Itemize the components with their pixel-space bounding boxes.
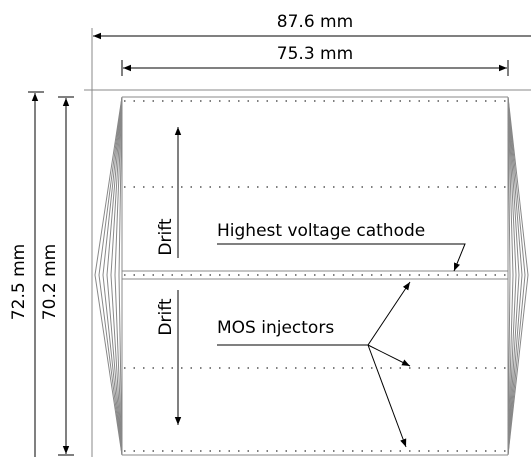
- callout-line: [367, 344, 411, 367]
- dimension-label: 70.2 mm: [40, 244, 60, 320]
- callout-label: Highest voltage cathode: [217, 221, 425, 241]
- dimension-label: 87.6 mm: [277, 12, 353, 32]
- dimension-label: 72.5 mm: [9, 244, 29, 320]
- dimension-label: 75.3 mm: [277, 44, 353, 64]
- drift-label: Drift: [156, 298, 176, 335]
- callout-line: [217, 243, 466, 272]
- callout-label: MOS injectors: [217, 318, 334, 338]
- drift-label: Drift: [156, 218, 176, 255]
- chamber: [94, 96, 529, 456]
- callout-line: [367, 344, 407, 448]
